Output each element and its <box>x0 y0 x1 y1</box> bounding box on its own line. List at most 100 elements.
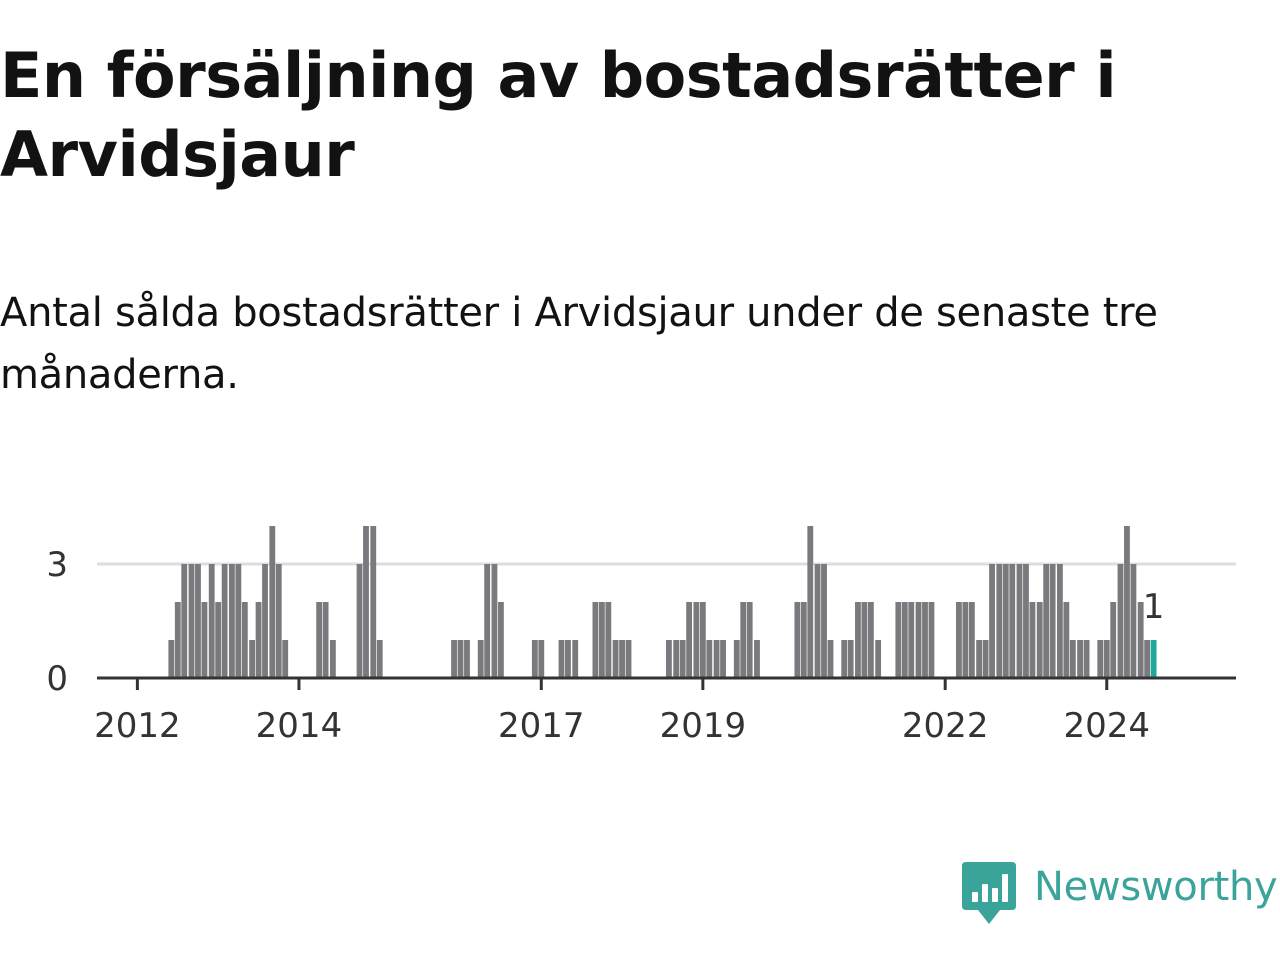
bar <box>976 640 983 678</box>
bar <box>915 602 922 678</box>
newsworthy-logo-icon <box>962 862 1016 924</box>
bar <box>1110 602 1117 678</box>
bar <box>491 564 498 678</box>
bar <box>619 640 625 678</box>
bar <box>740 602 747 678</box>
bar <box>746 602 753 678</box>
latest-value-label: 1 <box>1143 587 1165 627</box>
chart-title: En försäljning av bostadsrätter i Arvids… <box>0 39 1117 191</box>
bar <box>201 602 208 678</box>
y-tick-label: 0 <box>46 659 68 699</box>
bar <box>282 640 289 678</box>
bar <box>1124 526 1130 678</box>
bar <box>531 640 538 678</box>
bar <box>1137 602 1144 678</box>
x-tick-label: 2017 <box>498 706 585 746</box>
bar <box>592 602 599 678</box>
bar <box>1036 602 1043 678</box>
bar <box>316 602 323 678</box>
bar <box>1043 564 1050 678</box>
bar <box>329 640 336 678</box>
bar <box>1056 564 1063 678</box>
bar <box>188 564 195 678</box>
bar <box>262 564 268 678</box>
bar <box>195 564 201 678</box>
bar <box>666 640 672 678</box>
bar <box>1103 640 1110 678</box>
y-tick-label: 3 <box>46 545 68 585</box>
bar <box>275 564 282 678</box>
x-tick-label: 2019 <box>660 706 747 746</box>
bar-latest <box>1150 640 1157 678</box>
bar <box>895 602 902 678</box>
bar <box>841 640 848 678</box>
bar <box>558 640 565 678</box>
bar-chart: 0 3 1 2012 2014 2017 2019 2022 2024 <box>46 526 1236 746</box>
bar <box>996 564 1003 678</box>
bar <box>497 602 504 678</box>
bar <box>1117 564 1124 678</box>
bar <box>720 640 726 678</box>
bar <box>693 602 700 678</box>
bar <box>855 602 861 678</box>
bar <box>1002 564 1009 678</box>
bar <box>269 526 276 678</box>
bar <box>457 640 464 678</box>
x-tick-label: 2012 <box>94 706 181 746</box>
x-tick-label: 2014 <box>256 706 343 746</box>
bar <box>255 602 262 678</box>
bar <box>322 602 329 678</box>
bar <box>861 602 868 678</box>
brand-name: Newsworthy <box>1034 864 1278 910</box>
bar <box>713 640 720 678</box>
bar <box>922 602 928 678</box>
bar <box>847 640 854 678</box>
bar <box>612 640 619 678</box>
bar <box>1009 564 1016 678</box>
bar <box>901 602 908 678</box>
bar <box>1097 640 1104 678</box>
bar <box>908 602 915 678</box>
bar <box>686 602 693 678</box>
bar <box>221 564 228 678</box>
bar <box>181 564 188 678</box>
bar <box>605 602 612 678</box>
bar <box>451 640 457 678</box>
bar <box>235 564 242 678</box>
bar <box>1144 640 1151 678</box>
bar <box>477 640 484 678</box>
bar <box>982 640 989 678</box>
bar <box>1016 564 1023 678</box>
bar <box>625 640 632 678</box>
bar <box>249 640 256 678</box>
bar <box>572 640 579 678</box>
bar <box>598 602 605 678</box>
bar <box>1069 640 1076 678</box>
bar <box>208 564 215 678</box>
bar <box>464 640 470 678</box>
bar <box>867 602 874 678</box>
x-tick-label: 2022 <box>902 706 989 746</box>
bar <box>1130 564 1137 678</box>
bar <box>376 640 383 678</box>
bar <box>538 640 545 678</box>
bar <box>814 564 821 678</box>
bar <box>174 602 181 678</box>
bar <box>800 602 807 678</box>
bar <box>1083 640 1090 678</box>
bar <box>962 602 969 678</box>
bar <box>168 640 175 678</box>
bar <box>706 640 713 678</box>
bar <box>928 602 935 678</box>
bar <box>968 602 975 678</box>
bar <box>807 526 814 678</box>
bar <box>484 564 491 678</box>
bar <box>673 640 680 678</box>
bar <box>1077 640 1084 678</box>
bar <box>875 640 882 678</box>
bar <box>363 526 369 678</box>
bar <box>989 564 995 678</box>
bar <box>370 526 377 678</box>
bar <box>733 640 740 678</box>
bar <box>794 602 801 678</box>
